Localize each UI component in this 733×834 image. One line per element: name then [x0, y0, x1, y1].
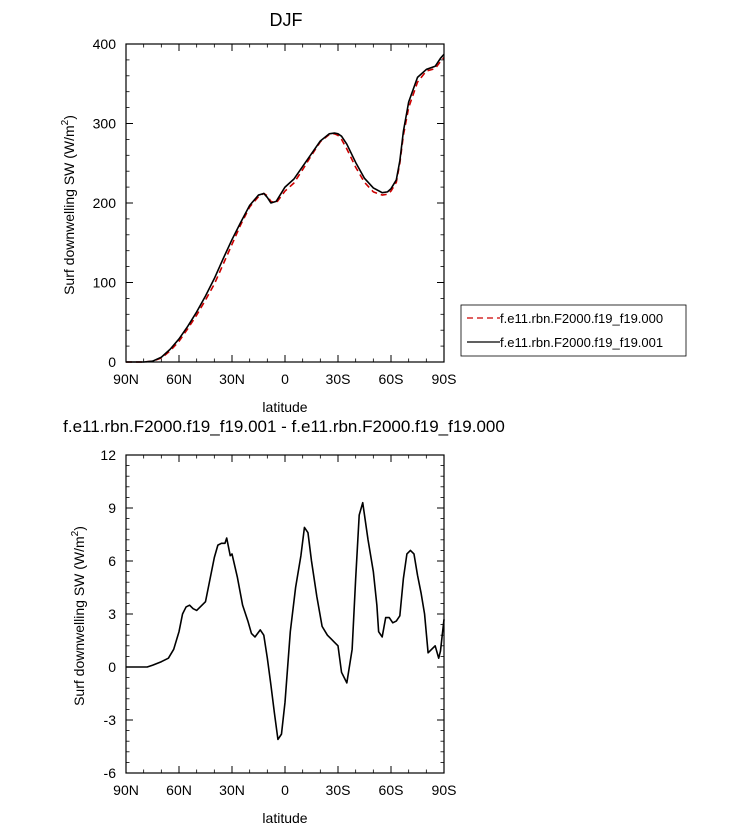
top-plot-frame: [125, 43, 445, 363]
top-y-tick-label: 400: [93, 36, 117, 52]
legend-label-series-0: f.e11.rbn.F2000.f19_f19.000: [500, 311, 663, 326]
bottom-y-tick-label: -3: [104, 712, 117, 728]
bottom-x-tick-label: 0: [281, 782, 289, 798]
legend-box: [460, 304, 687, 357]
bottom-y-axis-label: Surf downwelling SW (W/m2): [70, 526, 87, 706]
top-y-tick-label: 200: [93, 195, 117, 211]
top-x-tick-label: 90S: [432, 371, 457, 387]
top-series-line-1: [126, 53, 445, 363]
top-x-tick-label: 90N: [113, 371, 139, 387]
top-chart-title: DJF: [270, 10, 303, 30]
bottom-x-tick-label: 60S: [379, 782, 404, 798]
bottom-x-axis-label: latitude: [262, 810, 307, 826]
top-y-axis-label-main: Surf downwelling SW (W/m: [61, 125, 77, 295]
bottom-chart: f.e11.rbn.F2000.f19_f19.001 - f.e11.rbn.…: [63, 417, 505, 826]
bottom-y-tick-label: -6: [104, 765, 117, 781]
top-x-tick-label: 30S: [326, 371, 351, 387]
top-y-axis-label-sup: 2: [60, 119, 71, 125]
bottom-y-tick-label: 0: [108, 659, 116, 675]
legend-label-series-1: f.e11.rbn.F2000.f19_f19.001: [500, 335, 663, 350]
bottom-x-tick-label: 30S: [326, 782, 351, 798]
bottom-chart-title: f.e11.rbn.F2000.f19_f19.001 - f.e11.rbn.…: [63, 417, 505, 436]
bottom-x-tick-label: 30N: [219, 782, 245, 798]
top-x-tick-label: 30N: [219, 371, 245, 387]
top-y-tick-label: 100: [93, 275, 117, 291]
top-chart: DJF 90N 60N 30N 0 30S 60S 90S 0 100 200 300 400 lat…: [60, 10, 687, 415]
bottom-series-line-0: [126, 501, 445, 741]
bottom-x-tick-label: 90N: [113, 782, 139, 798]
top-x-axis-label: latitude: [262, 399, 307, 415]
bottom-x-tick-label: 60N: [166, 782, 192, 798]
bottom-x-tick-label: 90S: [432, 782, 457, 798]
bottom-y-tick-label: 3: [108, 606, 116, 622]
top-x-tick-label: 0: [281, 371, 289, 387]
top-y-tick-label: 0: [108, 354, 116, 370]
top-y-tick-label: 300: [93, 116, 117, 132]
bottom-plot-area: 90N 60N 30N 0 30S 60S 90S -6 -3 0 3 6 9 12: [100, 447, 456, 798]
top-x-tick-label: 60S: [379, 371, 404, 387]
bottom-y-axis-label-main: Surf downwelling SW (W/m: [71, 536, 87, 706]
top-plot-area: 90N 60N 30N 0 30S 60S 90S 0 100 200 300 400: [93, 36, 457, 387]
bottom-y-axis-label-end: ): [71, 526, 87, 531]
bottom-y-tick-label: 9: [108, 500, 116, 516]
bottom-y-tick-label: 12: [100, 447, 116, 463]
bottom-y-tick-label: 6: [108, 553, 116, 569]
top-series-line-0: [126, 56, 445, 363]
top-x-tick-label: 60N: [166, 371, 192, 387]
top-y-axis-label: Surf downwelling SW (W/m2): [60, 115, 77, 295]
bottom-plot-frame: [125, 454, 445, 774]
top-legend: f.e11.rbn.F2000.f19_f19.000 f.e11.rbn.F2…: [460, 304, 687, 357]
bottom-y-axis-label-sup: 2: [70, 530, 81, 536]
top-y-axis-label-end: ): [61, 115, 77, 120]
